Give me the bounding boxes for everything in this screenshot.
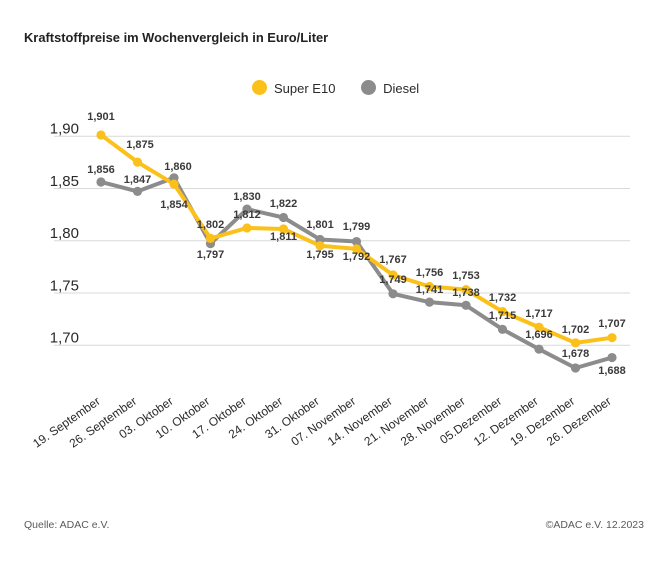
svg-text:1,875: 1,875 bbox=[126, 139, 154, 151]
svg-text:1,80: 1,80 bbox=[50, 225, 79, 242]
svg-text:1,756: 1,756 bbox=[416, 267, 444, 279]
svg-text:1,799: 1,799 bbox=[343, 221, 371, 233]
svg-text:1,812: 1,812 bbox=[233, 209, 261, 221]
svg-text:1,830: 1,830 bbox=[233, 191, 261, 203]
svg-text:1,741: 1,741 bbox=[416, 284, 444, 296]
svg-text:1,854: 1,854 bbox=[160, 199, 188, 211]
svg-text:1,688: 1,688 bbox=[598, 365, 626, 377]
svg-text:1,732: 1,732 bbox=[489, 292, 517, 304]
svg-text:1,795: 1,795 bbox=[306, 249, 334, 261]
svg-text:1,717: 1,717 bbox=[525, 308, 553, 320]
svg-text:1,738: 1,738 bbox=[452, 287, 480, 299]
svg-text:1,90: 1,90 bbox=[50, 121, 79, 138]
svg-text:1,70: 1,70 bbox=[50, 330, 79, 347]
svg-text:1,860: 1,860 bbox=[164, 161, 192, 173]
svg-text:1,811: 1,811 bbox=[270, 231, 297, 243]
svg-text:1,822: 1,822 bbox=[270, 198, 298, 210]
svg-text:1,856: 1,856 bbox=[87, 164, 115, 176]
svg-text:1,847: 1,847 bbox=[124, 174, 152, 186]
svg-text:1,696: 1,696 bbox=[525, 329, 553, 341]
svg-text:1,75: 1,75 bbox=[50, 277, 79, 294]
svg-text:1,797: 1,797 bbox=[197, 249, 225, 261]
svg-text:1,707: 1,707 bbox=[598, 318, 626, 330]
svg-text:1,767: 1,767 bbox=[379, 254, 407, 266]
svg-text:1,749: 1,749 bbox=[379, 274, 407, 286]
svg-text:1,702: 1,702 bbox=[562, 324, 590, 336]
svg-text:1,802: 1,802 bbox=[197, 219, 225, 231]
svg-text:1,801: 1,801 bbox=[306, 219, 334, 231]
svg-text:1,678: 1,678 bbox=[562, 348, 590, 360]
svg-text:1,901: 1,901 bbox=[87, 111, 115, 123]
svg-text:1,792: 1,792 bbox=[343, 251, 371, 263]
svg-text:1,85: 1,85 bbox=[50, 173, 79, 190]
svg-text:1,753: 1,753 bbox=[452, 270, 480, 282]
svg-text:1,715: 1,715 bbox=[489, 310, 517, 322]
